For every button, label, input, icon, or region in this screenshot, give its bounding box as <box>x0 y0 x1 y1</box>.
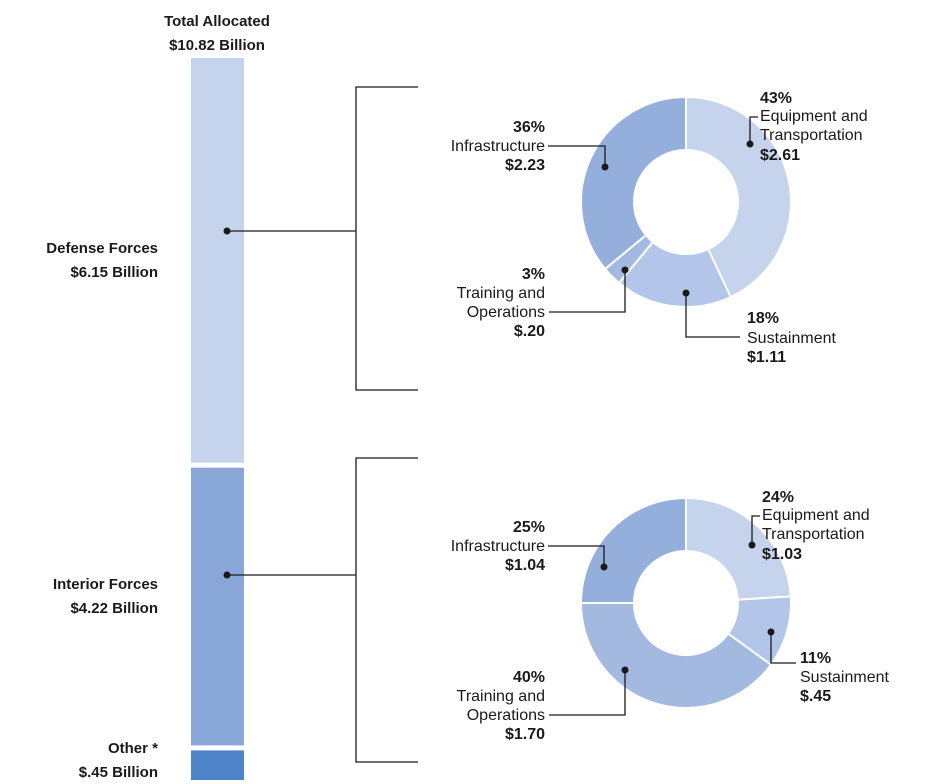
slice-name: Equipment and Transportation <box>762 507 870 543</box>
segment-amount: $6.15 Billion <box>70 264 158 281</box>
donut-interior <box>579 496 792 709</box>
donut-slice <box>685 95 792 299</box>
segment-name: Interior Forces <box>53 576 158 593</box>
callout-d1-equipment: 43% Equipment and Transportation $2.61 <box>760 90 868 164</box>
donut-slice <box>685 496 792 601</box>
slice-pct: 3% <box>522 266 545 283</box>
bar-segment <box>191 58 244 463</box>
leader-d2-infra <box>548 545 605 567</box>
connector-defense <box>227 86 418 391</box>
donut-slice <box>579 496 687 604</box>
leader-dot <box>621 666 629 674</box>
leader-d1-equip <box>749 116 758 144</box>
donut-slice <box>579 602 773 709</box>
slice-name: Equipment and Transportation <box>760 108 868 144</box>
slice-amount: $1.11 <box>747 349 786 366</box>
slice-pct: 11% <box>800 650 831 667</box>
slice-pct: 24% <box>762 489 794 506</box>
leader-d1-sust <box>685 293 740 338</box>
callout-d1-training: 3% Training and Operations $.20 <box>457 266 545 340</box>
slice-amount: $1.70 <box>505 726 545 743</box>
stacked-bar <box>191 58 244 780</box>
callout-d1-sustainment: 18% Sustainment $1.11 <box>747 310 836 366</box>
slice-amount: $2.23 <box>505 157 545 174</box>
callout-d2-equipment: 24% Equipment and Transportation $1.03 <box>762 489 870 563</box>
leader-dot <box>601 163 609 171</box>
slice-pct: 43% <box>760 90 792 107</box>
slice-pct: 25% <box>513 519 545 536</box>
chart-title: Total Allocated <box>164 13 270 30</box>
leader-d2-sust <box>770 632 796 664</box>
leader-dot <box>600 563 608 571</box>
leader-dot <box>748 541 756 549</box>
connector-dot <box>223 227 231 235</box>
slice-amount: $.20 <box>514 323 545 340</box>
slice-amount: $2.61 <box>760 147 800 164</box>
callout-dots <box>600 140 775 674</box>
callout-d2-sustainment: 11% Sustainment $.45 <box>800 650 889 705</box>
leader-d1-train <box>549 270 626 313</box>
leader-dot <box>767 628 775 636</box>
slice-name: Training and Operations <box>457 285 545 321</box>
segment-label-other: Other * $.45 Billion <box>79 740 158 781</box>
slice-name: Infrastructure <box>451 138 545 155</box>
slice-amount: $.45 <box>800 688 831 705</box>
segment-amount: $4.22 Billion <box>70 600 158 617</box>
slice-amount: $1.04 <box>505 557 545 574</box>
slice-pct: 18% <box>747 310 779 327</box>
segment-label-interior: Interior Forces $4.22 Billion <box>53 576 158 617</box>
callout-lines <box>548 116 796 716</box>
callout-d2-infrastructure: 25% Infrastructure $1.04 <box>451 519 545 574</box>
connector-interior <box>227 457 418 763</box>
chart-subtitle: $10.82 Billion <box>169 37 265 54</box>
callout-d1-infrastructure: 36% Infrastructure $2.23 <box>451 119 545 174</box>
leader-dot <box>746 140 754 148</box>
leader-dot <box>621 266 629 274</box>
bracket <box>355 86 418 391</box>
segment-name: Other * <box>108 740 158 757</box>
segment-name: Defense Forces <box>46 240 158 257</box>
slice-name: Infrastructure <box>451 538 545 555</box>
bracket <box>355 457 418 763</box>
leader-dot <box>682 289 690 297</box>
segment-amount: $.45 Billion <box>79 764 158 781</box>
leader-d2-train <box>549 670 626 716</box>
slice-name: Sustainment <box>747 330 836 347</box>
slice-amount: $1.03 <box>762 546 802 563</box>
leader-d2-equip <box>751 515 760 545</box>
donut-defense <box>580 95 792 308</box>
slice-pct: 40% <box>513 669 545 686</box>
connector-dot <box>223 571 231 579</box>
segment-label-defense: Defense Forces $6.15 Billion <box>46 240 158 281</box>
slice-pct: 36% <box>513 119 545 136</box>
leader-d1-infra <box>548 145 606 167</box>
slice-name: Sustainment <box>800 669 889 686</box>
donut-slice <box>580 95 687 271</box>
bar-segment <box>191 467 244 746</box>
slice-name: Training and Operations <box>457 688 545 724</box>
bar-segment <box>191 750 244 780</box>
callout-d2-training: 40% Training and Operations $1.70 <box>457 669 545 743</box>
